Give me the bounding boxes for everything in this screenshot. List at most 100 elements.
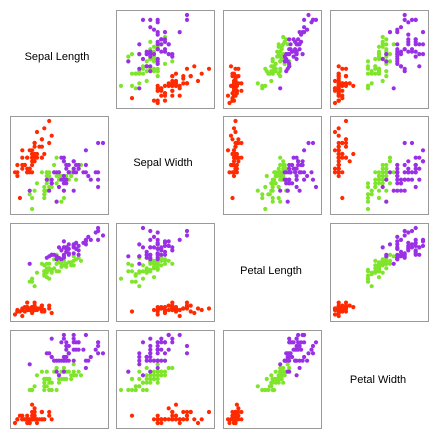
data-point-series-3 <box>64 166 69 171</box>
data-point-series-1 <box>173 78 179 84</box>
data-point-series-3 <box>96 351 101 356</box>
data-point-series-1 <box>20 307 25 313</box>
data-point-series-3 <box>170 340 175 345</box>
panel-sepal-width-vs-petal-length <box>223 116 322 215</box>
data-point-series-1 <box>177 93 182 98</box>
data-point-series-2 <box>384 173 389 179</box>
data-point-series-3 <box>100 351 106 356</box>
data-point-series-3 <box>151 358 157 363</box>
data-point-series-3 <box>88 177 93 182</box>
data-point-series-2 <box>365 276 371 281</box>
data-point-series-2 <box>148 373 153 378</box>
data-point-series-3 <box>162 243 168 248</box>
data-point-series-1 <box>166 307 171 313</box>
data-point-series-3 <box>296 42 301 47</box>
data-point-series-2 <box>270 56 275 62</box>
data-point-series-2 <box>263 387 268 393</box>
data-point-series-1 <box>336 313 341 319</box>
data-point-series-2 <box>126 54 131 59</box>
data-point-series-3 <box>71 243 76 248</box>
data-point-series-3 <box>151 27 157 32</box>
data-point-series-1 <box>129 413 135 418</box>
data-point-series-3 <box>409 17 415 22</box>
data-point-series-1 <box>347 159 352 164</box>
data-point-series-1 <box>195 306 201 311</box>
data-point-series-3 <box>83 332 88 338</box>
data-point-series-2 <box>276 71 281 76</box>
data-point-series-2 <box>263 66 268 71</box>
data-point-series-2 <box>155 369 160 374</box>
data-point-series-1 <box>231 173 237 179</box>
data-point-series-2 <box>47 173 52 179</box>
data-point-series-3 <box>66 351 71 356</box>
data-point-series-2 <box>162 257 168 262</box>
data-point-series-1 <box>336 93 341 98</box>
data-point-series-1 <box>236 137 241 142</box>
data-point-series-1 <box>15 170 20 175</box>
data-point-series-3 <box>406 49 411 54</box>
data-point-series-2 <box>49 184 54 190</box>
data-point-series-2 <box>159 258 164 263</box>
data-point-series-2 <box>264 173 269 179</box>
data-point-series-3 <box>417 64 422 69</box>
data-point-series-2 <box>273 369 278 374</box>
data-point-series-1 <box>32 144 37 149</box>
data-point-series-2 <box>54 155 59 160</box>
data-point-series-3 <box>44 351 49 356</box>
data-point-series-3 <box>59 248 64 253</box>
data-point-series-2 <box>281 166 286 171</box>
data-point-series-2 <box>47 267 52 272</box>
data-point-series-2 <box>384 266 389 271</box>
data-point-series-2 <box>56 269 62 274</box>
data-point-series-1 <box>336 140 341 146</box>
data-point-series-3 <box>140 245 146 250</box>
data-point-series-1 <box>239 140 244 146</box>
data-point-series-2 <box>273 181 278 186</box>
data-point-series-1 <box>42 151 47 157</box>
data-point-series-3 <box>44 177 49 182</box>
data-point-series-3 <box>406 20 411 25</box>
data-point-series-2 <box>384 166 389 171</box>
data-point-series-3 <box>49 177 54 182</box>
data-point-series-3 <box>59 340 64 345</box>
data-point-series-3 <box>290 354 295 360</box>
data-point-series-3 <box>148 52 153 57</box>
data-point-series-3 <box>177 29 182 35</box>
data-point-series-2 <box>278 173 283 179</box>
data-point-series-3 <box>56 373 62 378</box>
data-point-series-1 <box>340 195 345 201</box>
data-point-series-1 <box>332 78 338 84</box>
data-point-series-3 <box>137 66 142 71</box>
data-point-series-1 <box>206 66 212 71</box>
data-point-series-3 <box>162 358 168 363</box>
data-point-series-3 <box>291 155 296 160</box>
data-point-series-1 <box>159 93 164 98</box>
data-point-series-3 <box>297 29 302 35</box>
data-point-series-3 <box>71 332 76 338</box>
data-point-series-3 <box>297 47 302 52</box>
data-point-series-3 <box>310 140 316 146</box>
data-point-series-2 <box>279 376 284 382</box>
data-point-series-3 <box>61 181 66 186</box>
data-point-series-3 <box>54 257 59 262</box>
data-point-series-1 <box>47 140 52 146</box>
data-point-series-3 <box>384 52 389 57</box>
data-point-series-3 <box>83 242 88 247</box>
data-point-series-3 <box>148 354 153 360</box>
data-point-series-3 <box>148 369 153 374</box>
data-point-series-2 <box>148 376 153 382</box>
data-point-series-1 <box>170 74 175 79</box>
data-point-series-1 <box>129 309 135 314</box>
data-point-series-2 <box>159 263 164 268</box>
data-point-series-2 <box>281 159 286 164</box>
data-point-series-2 <box>267 384 272 389</box>
data-point-series-3 <box>96 170 101 175</box>
data-point-series-2 <box>272 387 277 393</box>
data-point-series-3 <box>413 248 418 253</box>
data-point-series-2 <box>151 264 157 269</box>
data-point-series-1 <box>42 126 47 131</box>
data-point-series-3 <box>27 261 32 266</box>
data-point-series-3 <box>417 52 422 57</box>
data-point-series-3 <box>420 237 426 242</box>
data-point-series-1 <box>340 151 345 157</box>
